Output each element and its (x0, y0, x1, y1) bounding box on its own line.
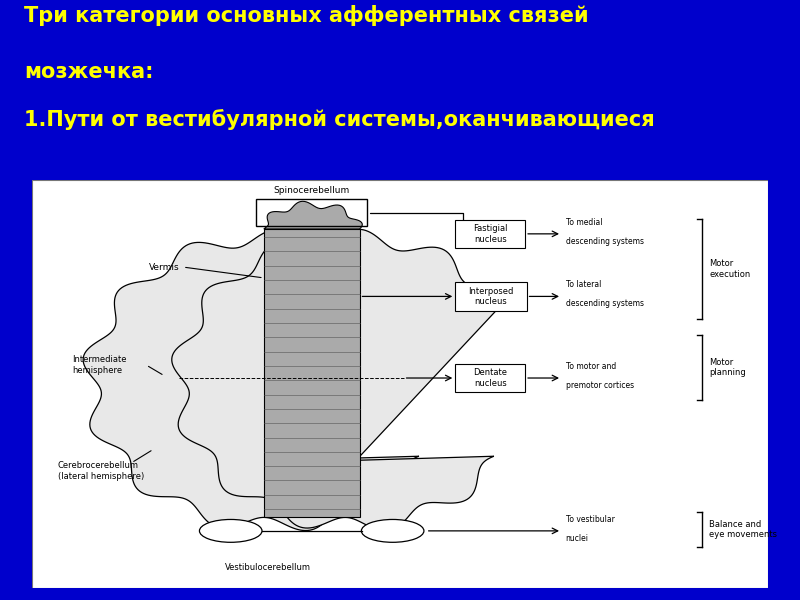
Bar (455, 364, 525, 392)
Text: мозжечка:: мозжечка: (24, 62, 154, 82)
Text: Spinocerebellum: Spinocerebellum (274, 185, 350, 194)
Text: Balance and
eye movements: Balance and eye movements (709, 520, 777, 539)
Bar (257, 199, 367, 226)
Text: Vermis: Vermis (149, 263, 179, 272)
Polygon shape (172, 229, 506, 530)
Bar (455, 282, 526, 311)
Text: descending systems: descending systems (566, 236, 643, 245)
Text: 1.Пути от вестибулярной системы,оканчивающиеся: 1.Пути от вестибулярной системы,оканчива… (24, 109, 654, 130)
Text: Vestibulocerebellum: Vestibulocerebellum (225, 563, 310, 572)
Text: Motor
execution: Motor execution (709, 259, 750, 278)
Text: To vestibular: To vestibular (566, 515, 614, 524)
Text: To medial: To medial (566, 218, 602, 227)
Text: Motor
planning: Motor planning (709, 358, 746, 377)
Text: To motor and: To motor and (566, 362, 616, 371)
Text: Три категории основных афферентных связей: Три категории основных афферентных связе… (24, 5, 589, 26)
Text: premotor cortices: premotor cortices (566, 381, 634, 390)
Text: Intermediate
hemisphere: Intermediate hemisphere (73, 355, 127, 374)
Polygon shape (83, 229, 432, 530)
Polygon shape (264, 229, 359, 517)
Text: descending systems: descending systems (566, 299, 643, 308)
Text: Dentate
nucleus: Dentate nucleus (473, 368, 507, 388)
Polygon shape (264, 201, 362, 229)
Ellipse shape (199, 520, 262, 542)
Text: Cerebrocerebellum
(lateral hemisphere): Cerebrocerebellum (lateral hemisphere) (58, 461, 144, 481)
Text: To lateral: To lateral (566, 280, 601, 289)
Text: Fastigial
nucleus: Fastigial nucleus (473, 224, 507, 244)
Bar (455, 220, 525, 248)
Ellipse shape (362, 520, 424, 542)
Text: Interposed
nucleus: Interposed nucleus (468, 287, 514, 306)
Text: nuclei: nuclei (566, 533, 589, 542)
